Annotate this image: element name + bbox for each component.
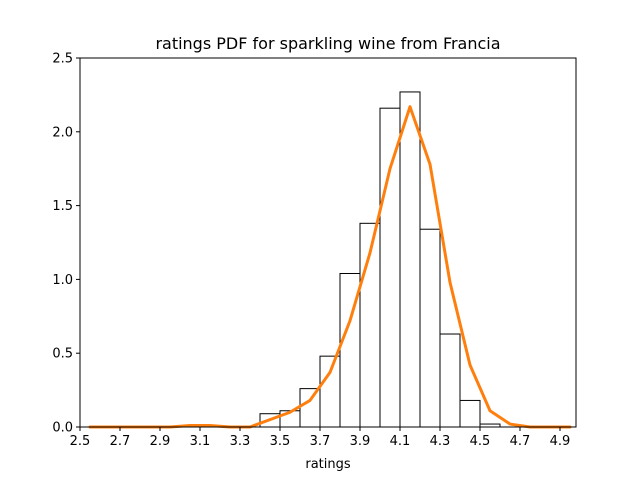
y-tick-label: 0.0	[52, 421, 73, 436]
x-tick-label: 4.3	[430, 434, 451, 449]
y-tick-label: 2.5	[52, 52, 73, 67]
y-tick-label: 1.5	[52, 199, 73, 214]
x-tick-label: 4.9	[550, 434, 571, 449]
y-tick-label: 1.0	[52, 273, 73, 288]
x-tick-label: 4.1	[390, 434, 411, 449]
y-tick-label: 0.5	[52, 347, 73, 362]
histogram-bar	[439, 333, 461, 428]
plot-area	[88, 91, 572, 429]
histogram-bar	[399, 91, 421, 428]
histogram-bar	[379, 107, 401, 428]
y-tick-label: 2.0	[52, 125, 73, 140]
density-curve	[88, 105, 572, 429]
histogram-bar	[299, 388, 321, 428]
y-axis-ticks: 0.0 0.5 1.0 1.5 2.0 2.5	[52, 52, 80, 436]
axes-frame	[79, 57, 577, 428]
histogram-bar	[419, 228, 441, 428]
x-tick-label: 3.7	[310, 434, 331, 449]
x-tick-label: 4.7	[510, 434, 531, 449]
histogram-bar	[459, 399, 481, 428]
x-tick-label: 2.7	[110, 434, 131, 449]
x-axis-label: ratings	[305, 457, 351, 472]
x-tick-label: 2.5	[70, 434, 91, 449]
x-tick-label: 3.1	[190, 434, 211, 449]
x-tick-label: 3.3	[230, 434, 251, 449]
x-axis-ticks: 2.5 2.7 2.9 3.1 3.3 3.5 3.7 3.9 4.1 4.3 4.5 4.7 4.9	[70, 427, 571, 449]
histogram-bar	[319, 355, 341, 428]
x-tick-label: 4.5	[470, 434, 491, 449]
x-tick-label: 3.5	[270, 434, 291, 449]
chart-title: ratings PDF for sparkling wine from Fran…	[155, 34, 500, 53]
x-tick-label: 2.9	[150, 434, 171, 449]
x-tick-label: 3.9	[350, 434, 371, 449]
